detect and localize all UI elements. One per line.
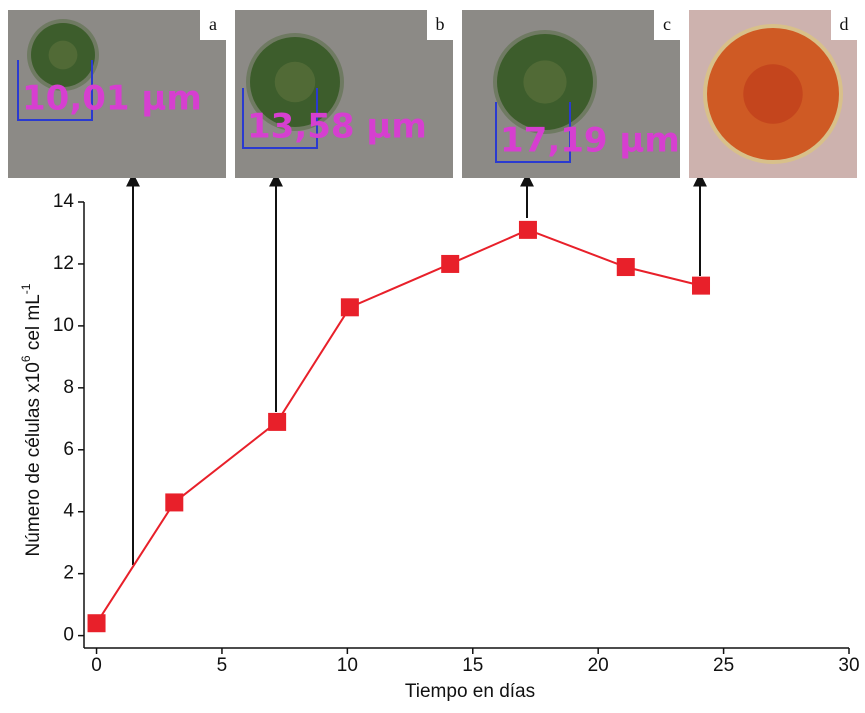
- panel-label: c: [663, 14, 671, 34]
- panel-label: a: [209, 14, 217, 34]
- series-line: [95, 228, 702, 624]
- y-axis-title: Número de células x106 cel mL-1: [19, 283, 44, 556]
- label-box: [200, 10, 226, 40]
- measurement: 13,58 µm: [247, 107, 427, 147]
- marker: [616, 258, 635, 277]
- marker: [692, 276, 711, 295]
- y-tick-label: 4: [63, 501, 74, 522]
- y-tick-label: 12: [53, 253, 74, 274]
- photo-panel: 10,01 µm a: [8, 10, 226, 178]
- x-tick-label: 20: [588, 655, 609, 676]
- cell-core: [274, 61, 316, 103]
- measurement: 10,01 µm: [22, 79, 202, 119]
- label-box: [831, 10, 857, 40]
- marker: [518, 220, 537, 239]
- x-tick-label: 15: [462, 655, 483, 676]
- marker: [441, 254, 460, 273]
- cell-core: [523, 60, 567, 104]
- marker: [268, 412, 287, 431]
- y-tick-label: 10: [53, 315, 74, 336]
- y-tick-label: 6: [63, 439, 74, 460]
- y-title-part: cel mL: [23, 294, 44, 355]
- marker: [340, 298, 359, 317]
- arrows: [126, 172, 707, 565]
- y-tick-label: 14: [53, 191, 75, 212]
- marker: [165, 493, 184, 512]
- measurement: 17,19 µm: [500, 121, 680, 161]
- label-box: [654, 10, 680, 40]
- y-title-sup: 6: [19, 355, 33, 362]
- y-title-part: Número de células x10: [23, 362, 44, 556]
- marker: [87, 614, 106, 633]
- panel-label: d: [840, 14, 849, 34]
- panel-label: b: [436, 14, 445, 34]
- label-box: [427, 10, 453, 40]
- photo-panel: 13,58 µm b: [235, 10, 453, 178]
- x-tick-label: 0: [91, 655, 102, 676]
- x-axis-title: Tiempo en días: [405, 681, 535, 702]
- y-tick-label: 0: [63, 625, 74, 646]
- photo-panel: d: [689, 10, 857, 178]
- scale-bracket: [17, 60, 93, 121]
- y-tick-label: 2: [63, 563, 74, 584]
- x-tick-label: 30: [838, 655, 859, 676]
- x-tick-label: 10: [337, 655, 358, 676]
- scale-bracket: [495, 102, 571, 163]
- cell-core: [743, 64, 803, 124]
- cell-core: [48, 40, 78, 70]
- y-tick-label: 8: [63, 377, 74, 398]
- x-tick-label: 5: [217, 655, 228, 676]
- scale-bracket: [242, 88, 318, 149]
- photo-panel: 17,19 µm c: [462, 10, 680, 178]
- x-tick-label: 25: [713, 655, 734, 676]
- y-title-sup: -1: [19, 283, 33, 294]
